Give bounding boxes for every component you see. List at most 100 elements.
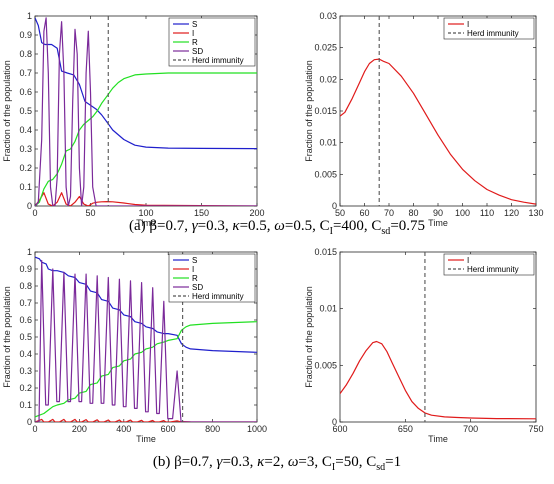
x-tick-label: 650: [398, 424, 413, 434]
caption-b-text: =50, C: [335, 454, 377, 470]
series-group: [35, 252, 257, 422]
y-tick-label: 0: [332, 201, 337, 211]
legend-label: R: [192, 38, 198, 47]
x-axis-label: Time: [428, 218, 448, 228]
x-tick-label: 0: [32, 208, 37, 218]
legend-label: S: [192, 256, 197, 265]
caption-a-text: (a) β=0.7,: [128, 218, 192, 234]
x-tick-label: 90: [433, 208, 443, 218]
series-group: [340, 252, 536, 422]
caption-a-subscript: sd: [381, 226, 391, 237]
y-tick-label: 0.03: [319, 11, 337, 21]
series-group: [35, 16, 257, 206]
x-tick-label: 50: [335, 208, 345, 218]
caption-b-subscript: sd: [376, 462, 386, 473]
legend-box: [168, 17, 256, 67]
series-line-s: [35, 17, 257, 150]
y-tick-label: 0.9: [19, 30, 32, 40]
y-tick-label: 0.1: [19, 400, 32, 410]
x-tick-label: 100: [138, 208, 153, 218]
legend-label: I: [192, 265, 194, 274]
legend-box: [443, 253, 535, 276]
caption-a-kappa: κ: [232, 218, 240, 234]
y-tick-label: 0: [332, 417, 337, 427]
x-tick-label: 400: [116, 424, 131, 434]
y-tick-label: 0.4: [19, 349, 32, 359]
series-line-r: [35, 72, 257, 206]
y-tick-label: 1: [27, 11, 32, 21]
x-tick-label: 130: [528, 208, 543, 218]
y-tick-label: 0: [27, 417, 32, 427]
y-tick-label: 0.025: [314, 43, 337, 53]
y-tick-label: 0.8: [19, 281, 32, 291]
caption-a-text: =400, C: [332, 218, 382, 234]
y-tick-label: 0.6: [19, 87, 32, 97]
y-axis-label: Fraction of the population: [2, 286, 12, 388]
y-tick-label: 0.8: [19, 49, 32, 59]
y-tick-label: 0.7: [19, 68, 32, 78]
plot-area: [339, 251, 537, 423]
caption-b: (b) β=0.7, γ=0.3, κ=2, ω=3, CI=50, Csd=1: [0, 454, 554, 473]
caption-a-omega: ω: [274, 218, 285, 234]
y-axis-label: Fraction of the population: [304, 286, 314, 388]
x-tick-label: 100: [455, 208, 470, 218]
plot-area: [339, 15, 537, 207]
legend-label: I: [192, 29, 194, 38]
y-tick-label: 0.005: [314, 360, 337, 370]
series-line-sd: [35, 17, 257, 206]
y-tick-label: 0.7: [19, 298, 32, 308]
x-tick-label: 800: [205, 424, 220, 434]
x-axis-label: Time: [136, 434, 156, 444]
series-line-sd: [35, 259, 257, 422]
chart-panel-3: 0 200 400 600 800 1000 0 0.1 0.2 0.3 0.4 0.5 0.6 0.7 0…: [2, 247, 267, 444]
x-axis-label: Time: [136, 218, 156, 228]
y-tick-label: 0.2: [19, 383, 32, 393]
caption-b-text: =1: [385, 454, 402, 470]
y-tick-label: 0.6: [19, 315, 32, 325]
series-group: [340, 16, 536, 206]
series-line-i: [340, 340, 536, 420]
x-tick-label: 0: [32, 424, 37, 434]
legend-label: Herd immunity: [192, 56, 244, 65]
y-tick-label: 0.01: [319, 138, 337, 148]
y-tick-label: 0.01: [319, 304, 337, 314]
x-tick-label: 110: [480, 208, 494, 218]
series-line-i: [340, 58, 536, 205]
y-tick-label: 0: [27, 201, 32, 211]
y-tick-label: 0.2: [19, 163, 32, 173]
x-tick-label: 200: [249, 208, 264, 218]
legend-label: Herd immunity: [467, 265, 519, 274]
caption-a-gamma: γ: [191, 218, 198, 234]
caption-b-text: (b) β=0.7,: [152, 454, 217, 470]
series-line-s: [35, 256, 257, 353]
x-tick-label: 200: [72, 424, 87, 434]
legend-label: I: [467, 256, 469, 265]
x-tick-label: 1000: [247, 424, 267, 434]
x-tick-label: 700: [463, 424, 478, 434]
legend-label: S: [192, 20, 197, 29]
caption-a-text: =0.5, C: [284, 218, 330, 234]
legend-label: Herd immunity: [467, 29, 519, 38]
legend-label: SD: [192, 283, 203, 292]
caption-b-text: =0.3,: [222, 454, 258, 470]
y-tick-label: 0.5: [19, 332, 32, 342]
y-tick-label: 0.1: [19, 182, 32, 192]
caption-b-text: =3, C: [298, 454, 332, 470]
legend-label: R: [192, 274, 198, 283]
y-tick-label: 0.4: [19, 125, 32, 135]
legend-label: I: [467, 20, 469, 29]
chart-panel-4: 600 650 700 750 0 0.005 0.01 0.015 Time Fraction …: [304, 247, 544, 444]
caption-a-text: =0.5,: [239, 218, 275, 234]
legend-label: SD: [192, 47, 203, 56]
caption-a-text: =0.75: [390, 218, 426, 234]
x-tick-label: 50: [85, 208, 95, 218]
y-tick-label: 0.015: [314, 106, 337, 116]
caption-b-gamma: γ: [216, 454, 223, 470]
y-tick-label: 0.3: [19, 144, 32, 154]
caption-b-subscript: I: [331, 462, 336, 473]
y-axis-label: Fraction of the population: [2, 60, 12, 162]
x-tick-label: 70: [384, 208, 394, 218]
